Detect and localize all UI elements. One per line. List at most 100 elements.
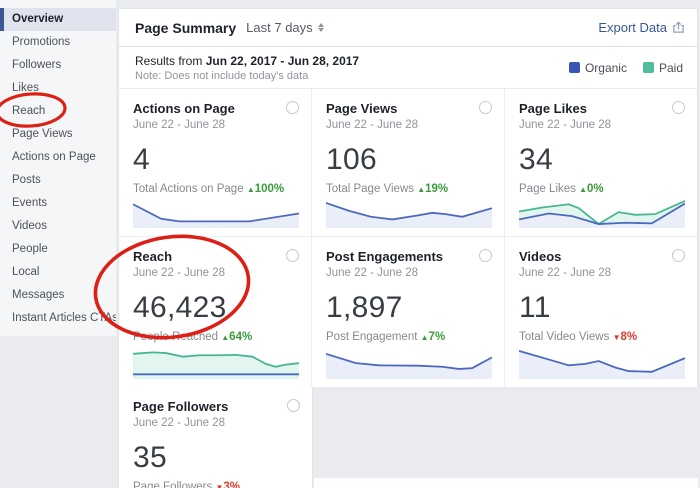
- sidebar-item-messages[interactable]: Messages: [12, 289, 65, 301]
- sidebar-item-events[interactable]: Events: [12, 197, 48, 209]
- card-date-range: June 22 - June 28: [133, 119, 226, 131]
- sidebar-item-people[interactable]: People: [12, 243, 48, 255]
- card-page-likes[interactable]: Page Likes June 22 - June 28 34 Page Likes …: [504, 89, 697, 236]
- change-badge: ▲64%: [221, 331, 252, 343]
- card-title: Page Views: [326, 101, 398, 116]
- change-percent: 64%: [229, 331, 253, 343]
- card-page-followers[interactable]: Page Followers June 22 - June 28 35 Page Fo…: [119, 387, 312, 488]
- date-range-label: Last 7 days: [246, 20, 313, 35]
- change-percent: 3%: [223, 481, 241, 488]
- card-title: Page Followers: [133, 399, 229, 414]
- metric-label-text: Total Page Views: [326, 183, 415, 195]
- metric-label-text: People Reached: [133, 331, 219, 343]
- legend-item-organic: Organic: [568, 60, 627, 75]
- change-percent: 19%: [425, 183, 449, 195]
- card-row-2: Reach June 22 - June 28 46,423 People Reach…: [119, 237, 697, 387]
- card-metric-label: Total Page Views ▲19%: [326, 183, 492, 195]
- arrow-down-icon: ▼: [612, 333, 621, 342]
- metric-label-text: Post Engagement: [326, 331, 418, 343]
- sparkline-chart-page-views: [326, 195, 492, 228]
- info-icon[interactable]: [672, 249, 685, 262]
- sidebar-item-actions-on-page[interactable]: Actions on Page: [12, 151, 96, 163]
- card-date-range: June 22 - June 28: [326, 267, 419, 279]
- sidebar-item-instant-articles-ctas[interactable]: Instant Articles CTAs: [12, 312, 116, 324]
- page-title: Page Summary: [135, 19, 237, 36]
- results-note: Note: Does not include today's data: [135, 69, 309, 82]
- sidebar-item-posts[interactable]: Posts: [12, 174, 41, 186]
- sparkline-organic-line: [133, 204, 299, 221]
- card-actions-on-page[interactable]: Actions on Page June 22 - June 28 4 Total A…: [119, 89, 311, 236]
- sidebar-item-page-views[interactable]: Page Views: [12, 128, 73, 140]
- sparkline-chart-actions-on-page: [133, 195, 299, 228]
- info-icon[interactable]: [286, 249, 299, 262]
- sidebar-item-local[interactable]: Local: [12, 266, 40, 278]
- sort-caret-icon: [317, 23, 324, 32]
- results-date-range: Jun 22, 2017 - Jun 28, 2017: [205, 53, 360, 68]
- export-data-label: Export Data: [598, 20, 667, 35]
- legend-paid-label: Paid: [658, 60, 683, 75]
- metric-label-text: Total Video Views: [519, 331, 610, 343]
- card-metric-label: Total Actions on Page ▲100%: [133, 183, 299, 195]
- sparkline-organic-line: [326, 354, 492, 369]
- sidebar-item-likes[interactable]: Likes: [12, 82, 39, 94]
- change-percent: 100%: [254, 183, 285, 195]
- card-title: Page Likes: [519, 101, 587, 116]
- sparkline-chart-videos: [519, 343, 685, 379]
- legend-item-paid: Paid: [642, 60, 683, 75]
- card-date-range: June 22 - June 28: [326, 119, 419, 131]
- results-band: Results from Jun 22, 2017 - Jun 28, 2017…: [119, 47, 697, 89]
- arrow-up-icon: ▲: [246, 185, 255, 194]
- info-icon[interactable]: [286, 101, 299, 114]
- legend-organic-label: Organic: [584, 60, 627, 75]
- change-badge: ▲7%: [421, 331, 446, 343]
- info-icon[interactable]: [479, 249, 492, 262]
- arrow-down-icon: ▼: [215, 483, 224, 488]
- card-title: Videos: [519, 249, 562, 264]
- change-badge: ▼3%: [215, 481, 240, 488]
- info-icon[interactable]: [672, 101, 685, 114]
- page-summary-panel: Page Summary Last 7 days Export Data: [118, 8, 698, 488]
- chart-legend: Organic Paid: [568, 60, 683, 75]
- sidebar-item-overview[interactable]: Overview: [0, 8, 116, 31]
- export-data-button[interactable]: Export Data: [598, 20, 685, 35]
- arrow-up-icon: ▲: [417, 185, 426, 194]
- change-percent: 7%: [428, 331, 446, 343]
- card-value: 4: [133, 143, 150, 176]
- card-date-range: June 22 - June 28: [519, 119, 612, 131]
- sidebar-nav: Overview Promotions Followers Likes Reach Pag…: [0, 0, 116, 336]
- change-badge: ▲100%: [247, 183, 284, 195]
- panel-header: Page Summary Last 7 days Export Data: [119, 9, 697, 47]
- sparkline-chart-page-likes: [519, 195, 685, 228]
- card-value: 11: [519, 291, 551, 324]
- card-reach[interactable]: Reach June 22 - June 28 46,423 People Reach…: [119, 237, 311, 387]
- change-percent: 8%: [620, 331, 638, 343]
- card-metric-label: Total Video Views ▼8%: [519, 331, 685, 343]
- card-title: Actions on Page: [133, 101, 235, 116]
- sparkline-chart-post-engagements: [326, 343, 492, 379]
- sparkline-paid-line: [133, 352, 299, 366]
- card-videos[interactable]: Videos June 22 - June 28 11 Total Video Vie…: [504, 237, 697, 387]
- card-row-3: Page Followers June 22 - June 28 35 Page Fo…: [118, 387, 698, 488]
- results-prefix: Results from: [135, 53, 206, 68]
- sidebar-item-promotions[interactable]: Promotions: [12, 36, 71, 48]
- info-icon[interactable]: [479, 101, 492, 114]
- sidebar-item-reach[interactable]: Reach: [12, 105, 46, 117]
- date-range-dropdown[interactable]: Last 7 days: [246, 20, 324, 35]
- card-title: Post Engagements: [326, 249, 444, 264]
- card-value: 106: [326, 143, 377, 176]
- sparkline-organic-line: [519, 204, 685, 224]
- export-icon: [673, 21, 684, 33]
- card-post-engagements[interactable]: Post Engagements June 22 - June 28 1,897 Po…: [311, 237, 504, 387]
- card-metric-label: Page Likes ▲0%: [519, 183, 685, 195]
- card-metric-label: People Reached ▲64%: [133, 331, 299, 343]
- metric-label-text: Page Likes: [519, 183, 576, 195]
- card-page-views[interactable]: Page Views June 22 - June 28 106 Total Page…: [311, 89, 504, 236]
- card-value: 34: [519, 143, 553, 176]
- sparkline-organic-line: [326, 203, 492, 220]
- info-icon[interactable]: [287, 399, 300, 412]
- arrow-up-icon: ▲: [579, 185, 588, 194]
- sidebar-item-videos[interactable]: Videos: [12, 220, 47, 232]
- card-date-range: June 22 - June 28: [133, 417, 226, 429]
- sidebar-item-followers[interactable]: Followers: [12, 59, 62, 71]
- organic-swatch-icon: [568, 62, 580, 73]
